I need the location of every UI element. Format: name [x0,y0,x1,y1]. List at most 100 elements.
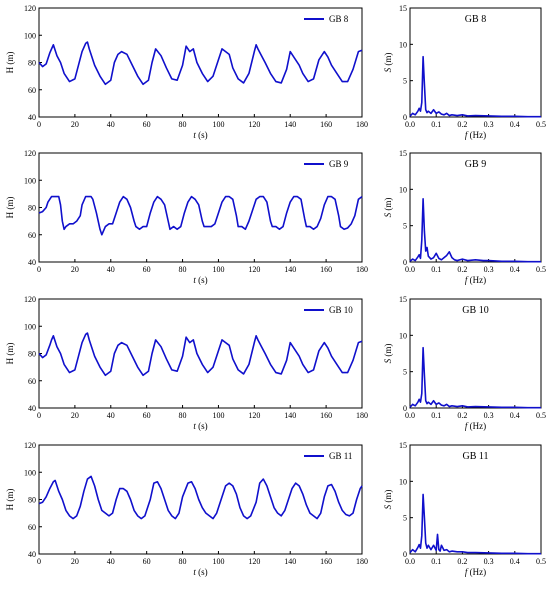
x-tick-label: 0.5 [536,265,546,274]
x-axis-label-symbol: t [193,275,196,285]
panel-label: GB 11 [462,451,488,462]
x-tick-label: 120 [248,411,260,420]
y-tick-label: 60 [28,377,36,386]
x-axis-label-unit: (Hz) [467,567,486,577]
panel-1-spectrum: 0.0 0.1 0.2 0.3 0.4 0.5 0 5 10 15 f (Hz) S (m) GB 8 [383,4,546,140]
x-tick-label: 0.1 [431,265,441,274]
y-tick-label: 10 [399,477,407,486]
x-axis-label-unit: (s) [196,421,208,431]
x-tick-label: 140 [284,411,296,420]
y-axis-label: H (m) [5,52,15,74]
y-tick-label: 15 [399,441,407,450]
y-tick-label: 15 [399,295,407,304]
y-tick-label: 100 [24,31,36,40]
series-line [38,332,363,377]
x-axis-label: f (Hz) [465,130,486,140]
x-axis-label-unit: (s) [196,130,208,140]
legend-label: GB 8 [329,14,349,24]
y-tick-label: 120 [24,441,36,450]
x-tick-label: 160 [320,557,332,566]
y-tick-label: 120 [24,149,36,158]
x-axis-label-symbol: f [465,567,469,577]
x-tick-label: 40 [107,265,115,274]
x-tick-label: 0.4 [510,120,520,129]
y-tick-label: 60 [28,86,36,95]
x-tick-label: 40 [107,120,115,129]
y-tick-label: 120 [24,295,36,304]
series-line [409,197,541,263]
y-tick-label: 40 [28,404,36,413]
x-axis-label-symbol: f [465,275,469,285]
x-tick-label: 0.3 [484,557,494,566]
x-tick-label: 20 [71,557,79,566]
y-tick-label: 120 [24,4,36,13]
x-tick-label: 20 [71,411,79,420]
y-axis-label-unit: (m) [383,198,393,213]
plot-frame [38,444,363,555]
x-axis-label-unit: (s) [196,275,208,285]
x-tick-label: 0.4 [510,265,520,274]
y-tick-label: 5 [403,222,407,231]
x-tick-label: 80 [179,265,187,274]
x-tick-label: 0.1 [431,411,441,420]
panel-1-time: 0 20 40 60 80 100 120 140 160 180 40 60 80 100 120 t (s… [5,4,368,140]
y-tick-label: 40 [28,550,36,559]
x-axis-label: t (s) [193,567,207,577]
x-tick-label: 100 [212,557,224,566]
panel-label: GB 8 [465,14,486,25]
x-axis-label: f (Hz) [465,567,486,577]
plot-frame [409,7,542,118]
plot-frame [409,444,542,555]
y-axis-label-symbol: S [383,67,393,72]
panel-label: GB 9 [465,159,486,170]
y-tick-label: 80 [28,204,36,213]
y-tick-label: 10 [399,40,407,49]
x-tick-label: 0.3 [484,411,494,420]
x-tick-label: 180 [356,120,368,129]
x-axis-label-unit: (Hz) [467,275,486,285]
y-tick-label: 5 [403,77,407,86]
y-tick-label: 15 [399,4,407,13]
x-tick-label: 180 [356,557,368,566]
panel-label: GB 10 [462,305,488,316]
x-tick-label: 0.0 [405,265,415,274]
plot-frame [38,152,363,263]
y-axis-label-unit: (m) [383,53,393,68]
x-tick-label: 20 [71,265,79,274]
x-tick-label: 0.1 [431,557,441,566]
y-axis-label: S (m) [383,344,393,364]
x-tick-label: 100 [212,120,224,129]
series-line [409,346,541,409]
y-axis-label: S (m) [383,53,393,73]
y-tick-label: 5 [403,514,407,523]
series-line [38,475,363,520]
series-line [409,55,541,118]
x-tick-label: 0.2 [457,557,467,566]
x-tick-label: 160 [320,265,332,274]
x-axis-label: t (s) [193,130,207,140]
x-tick-label: 180 [356,411,368,420]
y-tick-label: 100 [24,322,36,331]
panel-3-time: 0 20 40 60 80 100 120 140 160 180 40 60 80 100 120 t (s… [5,295,368,431]
plot-frame [409,152,542,263]
panel-4-time: 0 20 40 60 80 100 120 140 160 180 40 60 80 100 120 t (s… [5,441,368,577]
y-tick-label: 15 [399,149,407,158]
x-axis-label-symbol: t [193,567,196,577]
x-axis-label-symbol: f [465,130,469,140]
x-tick-label: 80 [179,120,187,129]
x-tick-label: 0.5 [536,411,546,420]
y-tick-label: 0 [403,113,407,122]
x-tick-label: 120 [248,265,260,274]
x-axis-label-unit: (Hz) [467,421,486,431]
x-tick-label: 0.1 [431,120,441,129]
plot-frame [38,298,363,409]
x-tick-label: 60 [143,557,151,566]
x-tick-label: 60 [143,120,151,129]
x-tick-label: 0.0 [405,120,415,129]
y-tick-label: 40 [28,113,36,122]
x-axis-label: f (Hz) [465,421,486,431]
y-tick-label: 0 [403,404,407,413]
y-tick-label: 60 [28,523,36,532]
y-axis-label-unit: (m) [383,344,393,359]
